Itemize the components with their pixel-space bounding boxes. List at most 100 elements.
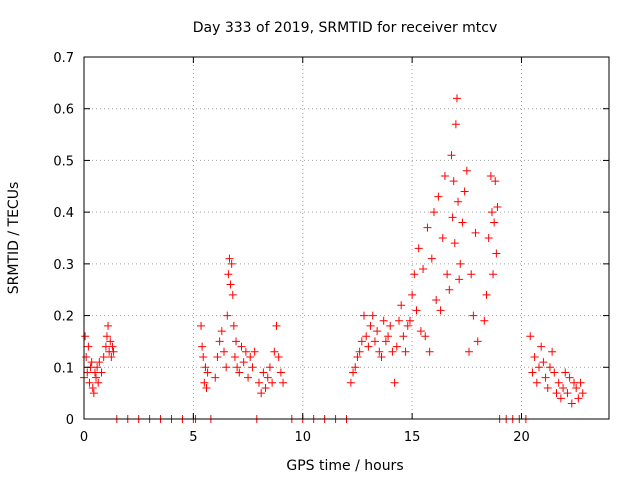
data-point bbox=[473, 337, 482, 346]
data-point bbox=[572, 383, 581, 392]
data-point bbox=[89, 389, 98, 398]
data-point bbox=[412, 306, 421, 315]
data-point bbox=[432, 296, 441, 305]
data-point bbox=[550, 368, 559, 377]
x-tick-labels: 0 5 10 15 20 bbox=[80, 430, 530, 445]
data-point bbox=[250, 347, 259, 356]
data-point bbox=[197, 321, 206, 330]
x-axis-label: GPS time / hours bbox=[286, 458, 403, 474]
data-point bbox=[272, 321, 281, 330]
data-point bbox=[452, 94, 461, 103]
data-point bbox=[425, 347, 434, 356]
data-point bbox=[451, 120, 460, 129]
y-tick-label: 0.5 bbox=[53, 154, 74, 169]
data-point bbox=[351, 363, 360, 372]
data-point bbox=[370, 337, 379, 346]
data-point bbox=[565, 373, 574, 382]
data-point bbox=[232, 337, 241, 346]
data-point bbox=[102, 332, 111, 341]
data-point bbox=[198, 342, 207, 351]
data-point bbox=[526, 332, 535, 341]
data-point bbox=[220, 347, 228, 356]
data-point bbox=[401, 347, 410, 356]
data-point bbox=[528, 368, 537, 377]
data-point bbox=[107, 352, 116, 361]
y-tick-label: 0.3 bbox=[53, 258, 74, 273]
data-point bbox=[436, 306, 445, 315]
data-point bbox=[360, 311, 368, 320]
data-point bbox=[405, 316, 414, 325]
data-point bbox=[215, 337, 224, 346]
data-point bbox=[556, 394, 565, 403]
data-point bbox=[532, 378, 541, 387]
y-tick-label: 0.2 bbox=[53, 310, 74, 325]
data-point bbox=[224, 270, 233, 279]
data-point bbox=[99, 352, 108, 361]
data-point bbox=[434, 192, 443, 201]
data-point bbox=[381, 337, 390, 346]
data-point bbox=[574, 394, 583, 403]
data-point bbox=[561, 368, 570, 377]
data-point bbox=[95, 358, 104, 367]
data-point bbox=[226, 280, 235, 289]
data-point bbox=[355, 347, 364, 356]
data-point bbox=[567, 399, 576, 408]
data-point bbox=[211, 373, 220, 382]
data-point bbox=[200, 378, 209, 387]
data-point bbox=[230, 352, 239, 361]
data-point bbox=[237, 342, 246, 351]
data-point bbox=[462, 166, 471, 175]
data-point bbox=[93, 363, 102, 372]
data-point bbox=[217, 327, 226, 336]
data-point bbox=[386, 321, 395, 330]
data-point bbox=[408, 290, 417, 299]
x-tick-label: 20 bbox=[513, 430, 530, 445]
data-point bbox=[279, 378, 288, 387]
data-point bbox=[87, 358, 96, 367]
data-point bbox=[395, 316, 403, 325]
data-point bbox=[346, 378, 355, 387]
data-point bbox=[449, 177, 458, 186]
data-point bbox=[443, 270, 452, 279]
data-point bbox=[487, 208, 496, 217]
data-point bbox=[460, 187, 469, 196]
data-point bbox=[440, 171, 449, 180]
data-point bbox=[390, 378, 399, 387]
data-point bbox=[241, 347, 250, 356]
grid-lines bbox=[84, 57, 609, 419]
data-point bbox=[364, 342, 373, 351]
x-tick-label: 15 bbox=[404, 430, 421, 445]
data-point bbox=[199, 352, 208, 361]
data-point bbox=[482, 290, 491, 299]
data-point bbox=[246, 352, 255, 361]
data-point bbox=[268, 378, 277, 387]
data-point bbox=[228, 290, 237, 299]
x-tick-label: 10 bbox=[294, 430, 311, 445]
series-srmtid bbox=[80, 94, 587, 423]
data-point bbox=[456, 259, 465, 268]
data-point bbox=[263, 373, 272, 382]
x-tick-label: 5 bbox=[189, 430, 197, 445]
data-point bbox=[375, 347, 384, 356]
data-point bbox=[492, 249, 501, 258]
data-point bbox=[455, 275, 464, 284]
data-point bbox=[202, 383, 211, 392]
data-point bbox=[366, 321, 375, 330]
data-point bbox=[397, 301, 406, 310]
data-point bbox=[201, 363, 210, 372]
data-point bbox=[229, 321, 238, 330]
y-tick-label: 0.4 bbox=[53, 206, 74, 221]
data-point bbox=[377, 352, 386, 361]
data-point bbox=[484, 234, 493, 242]
data-point bbox=[427, 254, 436, 263]
data-point bbox=[490, 218, 499, 227]
data-point bbox=[239, 358, 248, 367]
data-point bbox=[410, 270, 419, 279]
data-point bbox=[578, 389, 587, 398]
data-point bbox=[545, 363, 554, 372]
data-point bbox=[448, 213, 457, 222]
data-point bbox=[255, 378, 263, 387]
y-axis-label: SRMTID / TECUs bbox=[6, 182, 22, 295]
data-point bbox=[552, 389, 561, 398]
data-point bbox=[222, 363, 231, 372]
